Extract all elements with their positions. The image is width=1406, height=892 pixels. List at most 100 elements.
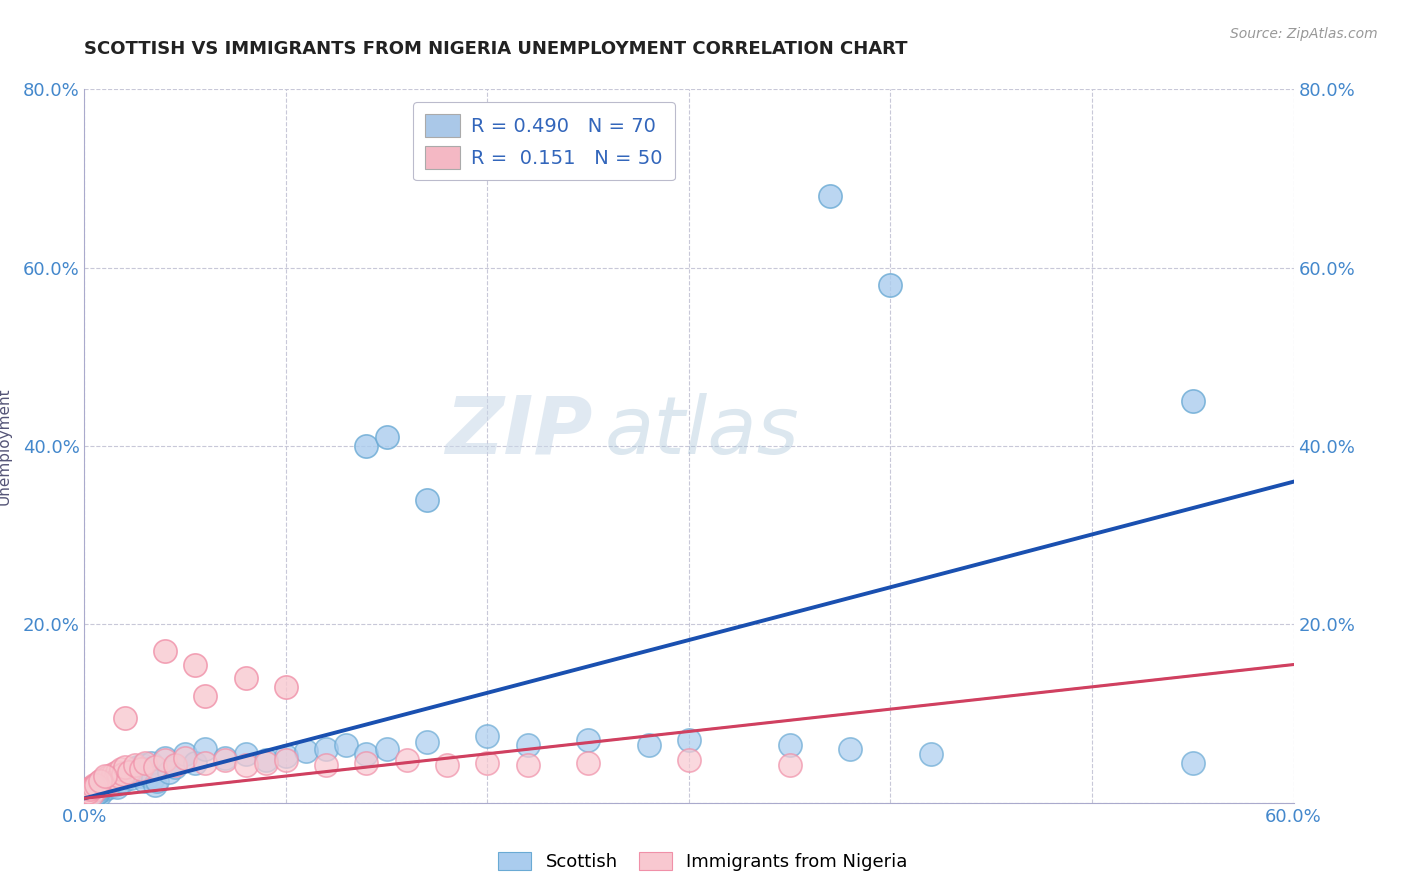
Point [274,680,297,694]
Point [165,758,187,772]
Point [436,758,458,772]
Point [174,747,197,761]
Point [235,758,257,772]
Point [77,785,100,799]
Point [107,769,129,783]
Point [100,776,122,790]
Point [111,773,134,788]
Point [101,767,124,781]
Point [105,780,128,794]
Point [83,778,105,792]
Point [194,742,217,756]
Point [157,764,180,779]
Point [1181,756,1204,770]
Legend: Scottish, Immigrants from Nigeria: Scottish, Immigrants from Nigeria [491,846,915,879]
Point [82,780,104,794]
Point [104,778,127,792]
Point [87,776,110,790]
Point [77,793,100,807]
Point [416,735,439,749]
Point [96,776,118,790]
Point [254,756,277,770]
Point [1181,394,1204,409]
Point [576,756,599,770]
Point [143,778,166,792]
Point [678,753,700,767]
Point [920,747,942,761]
Point [184,756,207,770]
Point [356,747,378,761]
Y-axis label: Unemployment: Unemployment [0,387,11,505]
Point [135,762,157,776]
Point [75,789,97,803]
Point [153,644,176,658]
Legend: R = 0.490   N = 70, R =  0.151   N = 50: R = 0.490 N = 70, R = 0.151 N = 50 [413,103,675,180]
Point [132,758,155,772]
Point [87,782,110,797]
Point [89,782,111,797]
Point [375,742,398,756]
Point [93,782,115,797]
Point [315,758,337,772]
Point [818,189,841,203]
Point [143,760,166,774]
Point [89,773,111,788]
Point [83,785,105,799]
Point [111,767,134,781]
Point [214,753,236,767]
Text: SCOTTISH VS IMMIGRANTS FROM NIGERIA UNEMPLOYMENT CORRELATION CHART: SCOTTISH VS IMMIGRANTS FROM NIGERIA UNEM… [84,40,908,58]
Point [79,785,101,799]
Text: Source: ZipAtlas.com: Source: ZipAtlas.com [1230,27,1378,41]
Point [96,778,118,792]
Point [91,780,114,794]
Text: atlas: atlas [605,392,799,471]
Point [194,756,217,770]
Point [274,753,297,767]
Point [416,492,439,507]
Point [101,773,124,788]
Point [118,764,141,779]
Point [86,778,108,792]
Point [93,771,115,785]
Point [139,756,162,770]
Point [93,769,115,783]
Point [77,789,100,803]
Point [637,738,659,752]
Point [110,769,132,783]
Point [516,758,538,772]
Point [184,657,207,672]
Point [356,439,378,453]
Point [89,787,111,801]
Point [118,769,141,783]
Point [516,738,538,752]
Point [110,762,132,776]
Point [91,778,114,792]
Point [91,780,114,794]
Point [100,773,122,788]
Point [114,760,136,774]
Point [375,430,398,444]
Point [395,753,418,767]
Point [97,780,120,794]
Point [129,762,152,776]
Point [124,762,146,776]
Point [97,769,120,783]
Point [576,733,599,747]
Point [138,769,160,783]
Point [86,787,108,801]
Point [879,278,901,293]
Point [295,744,318,758]
Point [86,789,108,803]
Point [235,671,257,685]
Point [79,791,101,805]
Point [86,782,108,797]
Point [254,753,277,767]
Text: ZIP: ZIP [444,392,592,471]
Point [134,756,156,770]
Point [93,778,115,792]
Point [129,769,152,783]
Point [115,764,138,779]
Point [335,738,357,752]
Point [134,773,156,788]
Point [79,782,101,797]
